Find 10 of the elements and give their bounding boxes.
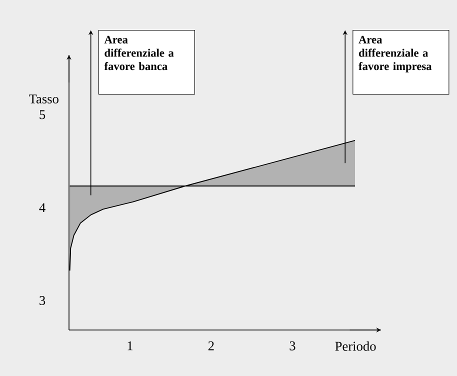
x-tick-label: 3: [290, 341, 296, 350]
x-axis-title: Periodo: [335, 341, 376, 351]
y-tick-label: 5: [40, 110, 46, 120]
y-tick-label: 3: [40, 296, 46, 306]
annotation: Area differenziale a favore impresa: [358, 36, 432, 72]
x-tick-label: 2: [208, 341, 214, 350]
y-axis-title: Tasso: [29, 94, 58, 104]
y-tick-label: 4: [39, 203, 46, 212]
annotation: Area differenziale a favore banca: [104, 36, 174, 70]
x-tick-label: 1: [128, 341, 132, 350]
